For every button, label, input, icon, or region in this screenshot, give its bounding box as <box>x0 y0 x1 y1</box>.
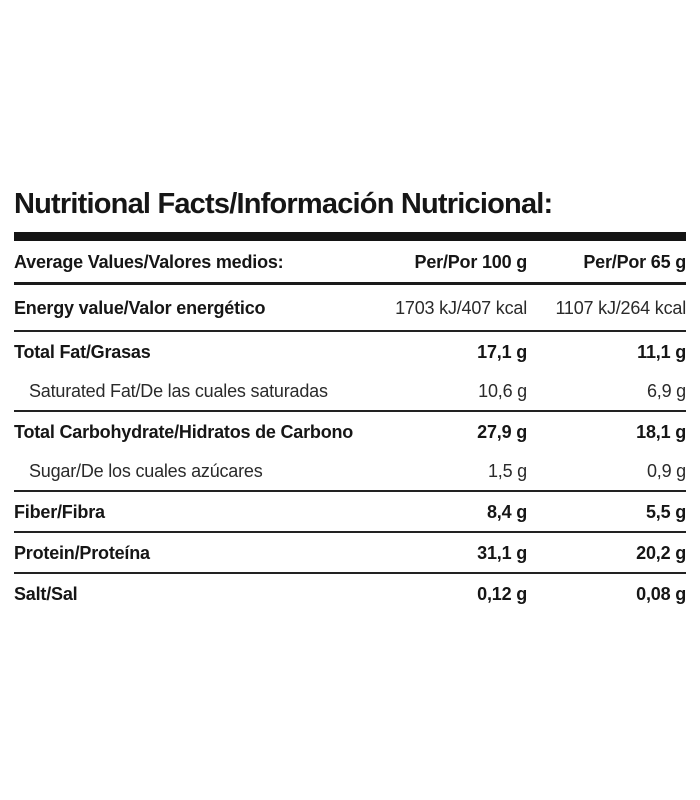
row-label-salt: Salt/Sal <box>14 583 78 604</box>
table-row-energy: Energy value/Valor energético 1703 kJ/40… <box>14 285 686 333</box>
table-row-total-carbohydrate: Total Carbohydrate/Hidratos de Carbono 2… <box>14 412 686 451</box>
row-value-total-fat-per65: 11,1 g <box>637 341 686 362</box>
row-value-protein-per100: 31,1 g <box>477 542 527 563</box>
row-value-sugar-per100: 1,5 g <box>487 460 527 481</box>
row-label-saturated-fat: Saturated Fat/De las cuales saturadas <box>29 380 328 401</box>
row-value-saturated-fat-per65: 6,9 g <box>646 380 686 401</box>
row-label-total-carbohydrate: Total Carbohydrate/Hidratos de Carbono <box>14 421 354 442</box>
table-row-saturated-fat: Saturated Fat/De las cuales saturadas 10… <box>14 371 686 413</box>
row-label-fiber: Fiber/Fibra <box>14 501 105 522</box>
row-value-total-carbohydrate-per100: 27,9 g <box>477 421 527 442</box>
title-divider-bar <box>14 232 686 242</box>
row-label-total-fat: Total Fat/Grasas <box>14 341 151 362</box>
row-value-saturated-fat-per100: 10,6 g <box>478 380 527 401</box>
row-label-protein: Protein/Proteína <box>14 542 150 563</box>
row-value-fiber-per100: 8,4 g <box>486 501 527 522</box>
header-average-values: Average Values/Valores medios: <box>14 251 284 272</box>
table-row-sugar: Sugar/De los cuales azúcares 1,5 g 0,9 g <box>14 451 686 493</box>
row-value-total-carbohydrate-per65: 18,1 g <box>636 421 686 442</box>
row-value-salt-per65: 0,08 g <box>636 583 686 604</box>
table-row-protein: Protein/Proteína 31,1 g 20,2 g <box>14 533 686 575</box>
row-value-salt-per100: 0,12 g <box>477 583 527 604</box>
table-row-total-fat: Total Fat/Grasas 17,1 g 11,1 g <box>14 332 686 371</box>
table-row-salt: Salt/Sal 0,12 g 0,08 g <box>14 574 686 613</box>
row-value-sugar-per65: 0,9 g <box>646 460 686 481</box>
row-value-protein-per65: 20,2 g <box>636 542 686 563</box>
row-label-energy: Energy value/Valor energético <box>14 297 266 318</box>
table-row-fiber: Fiber/Fibra 8,4 g 5,5 g <box>14 492 686 534</box>
row-value-fiber-per65: 5,5 g <box>645 501 686 522</box>
row-value-energy-per100: 1703 kJ/407 kcal <box>395 297 527 318</box>
row-value-total-fat-per100: 17,1 g <box>477 341 527 362</box>
row-value-energy-per65: 1107 kJ/264 kcal <box>555 297 686 318</box>
header-per-65g: Per/Por 65 g <box>583 251 686 272</box>
row-label-sugar: Sugar/De los cuales azúcares <box>29 460 263 481</box>
nutrition-facts-panel: Nutritional Facts/Información Nutriciona… <box>14 189 686 613</box>
header-per-100g: Per/Por 100 g <box>414 251 528 272</box>
nutrition-facts-title: Nutritional Facts/Información Nutriciona… <box>14 188 553 220</box>
table-header-row: Average Values/Valores medios: Per/Por 1… <box>14 241 686 286</box>
